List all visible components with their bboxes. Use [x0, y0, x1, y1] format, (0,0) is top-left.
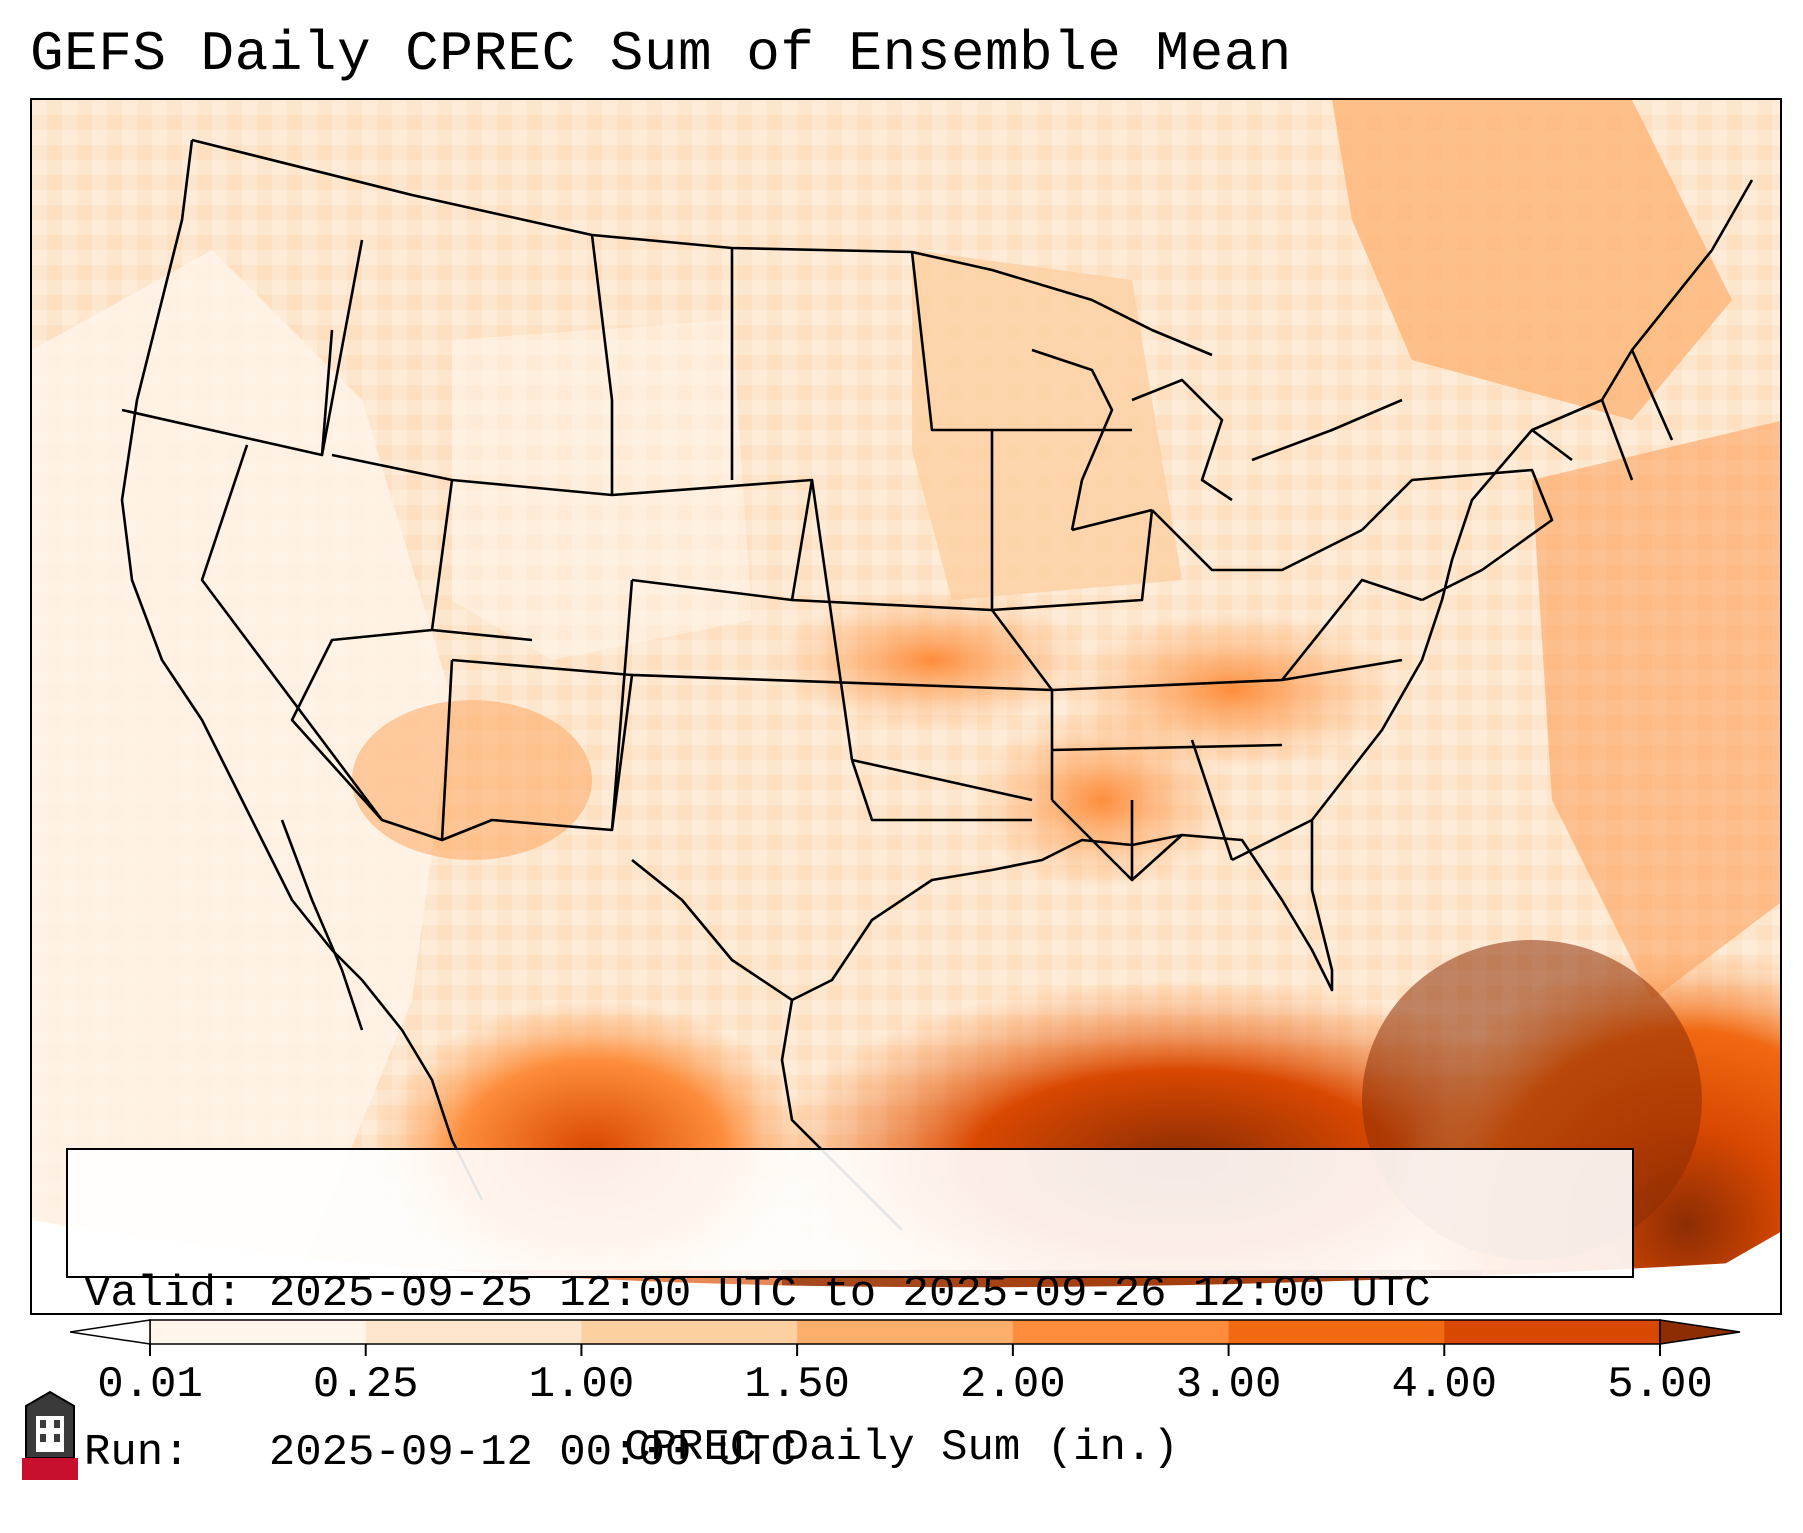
- colorbar-tick-label: 0.25: [312, 1360, 419, 1410]
- run-time-text: Run: 2025-09-12 00:00 UTC: [84, 1428, 797, 1478]
- colorbar-segment: [365, 1320, 582, 1344]
- colorbar-tick-label: 4.00: [1391, 1360, 1498, 1410]
- colorbar-min-extend: [70, 1319, 151, 1345]
- colorbar-max-extend: [1659, 1319, 1741, 1345]
- colorbar-segment: [150, 1320, 367, 1344]
- precip-map: [32, 100, 1780, 1313]
- chart-title: GEFS Daily CPREC Sum of Ensemble Mean: [30, 22, 1292, 86]
- state-borders: [120, 138, 1754, 1231]
- niu-logo: [22, 1390, 78, 1480]
- validity-info-box: Valid: 2025-09-25 12:00 UTC to 2025-09-2…: [66, 1148, 1634, 1478]
- map-panel: [30, 98, 1782, 1315]
- colorbar-segment: [1012, 1320, 1230, 1344]
- colorbar-tick-label: 2.00: [960, 1360, 1066, 1410]
- colorbar-segment: [581, 1320, 798, 1344]
- colorbar-tick-label: 5.00: [1607, 1360, 1713, 1410]
- colorbar-tick-label: 0.01: [97, 1360, 203, 1410]
- colorbar-tick-label: 3.00: [1175, 1360, 1282, 1410]
- colorbar-label: CPREC Daily Sum (in.): [624, 1423, 1179, 1473]
- colorbar: [70, 1319, 1741, 1356]
- colorbar-segment: [1228, 1320, 1445, 1344]
- colorbar-segment: [1444, 1320, 1661, 1344]
- valid-time-text: Valid: 2025-09-25 12:00 UTC to 2025-09-2…: [84, 1269, 1431, 1319]
- colorbar-tick-label: 1.50: [744, 1360, 850, 1410]
- colorbar-segment: [797, 1320, 1014, 1344]
- colorbar-tick-label: 1.00: [528, 1360, 635, 1410]
